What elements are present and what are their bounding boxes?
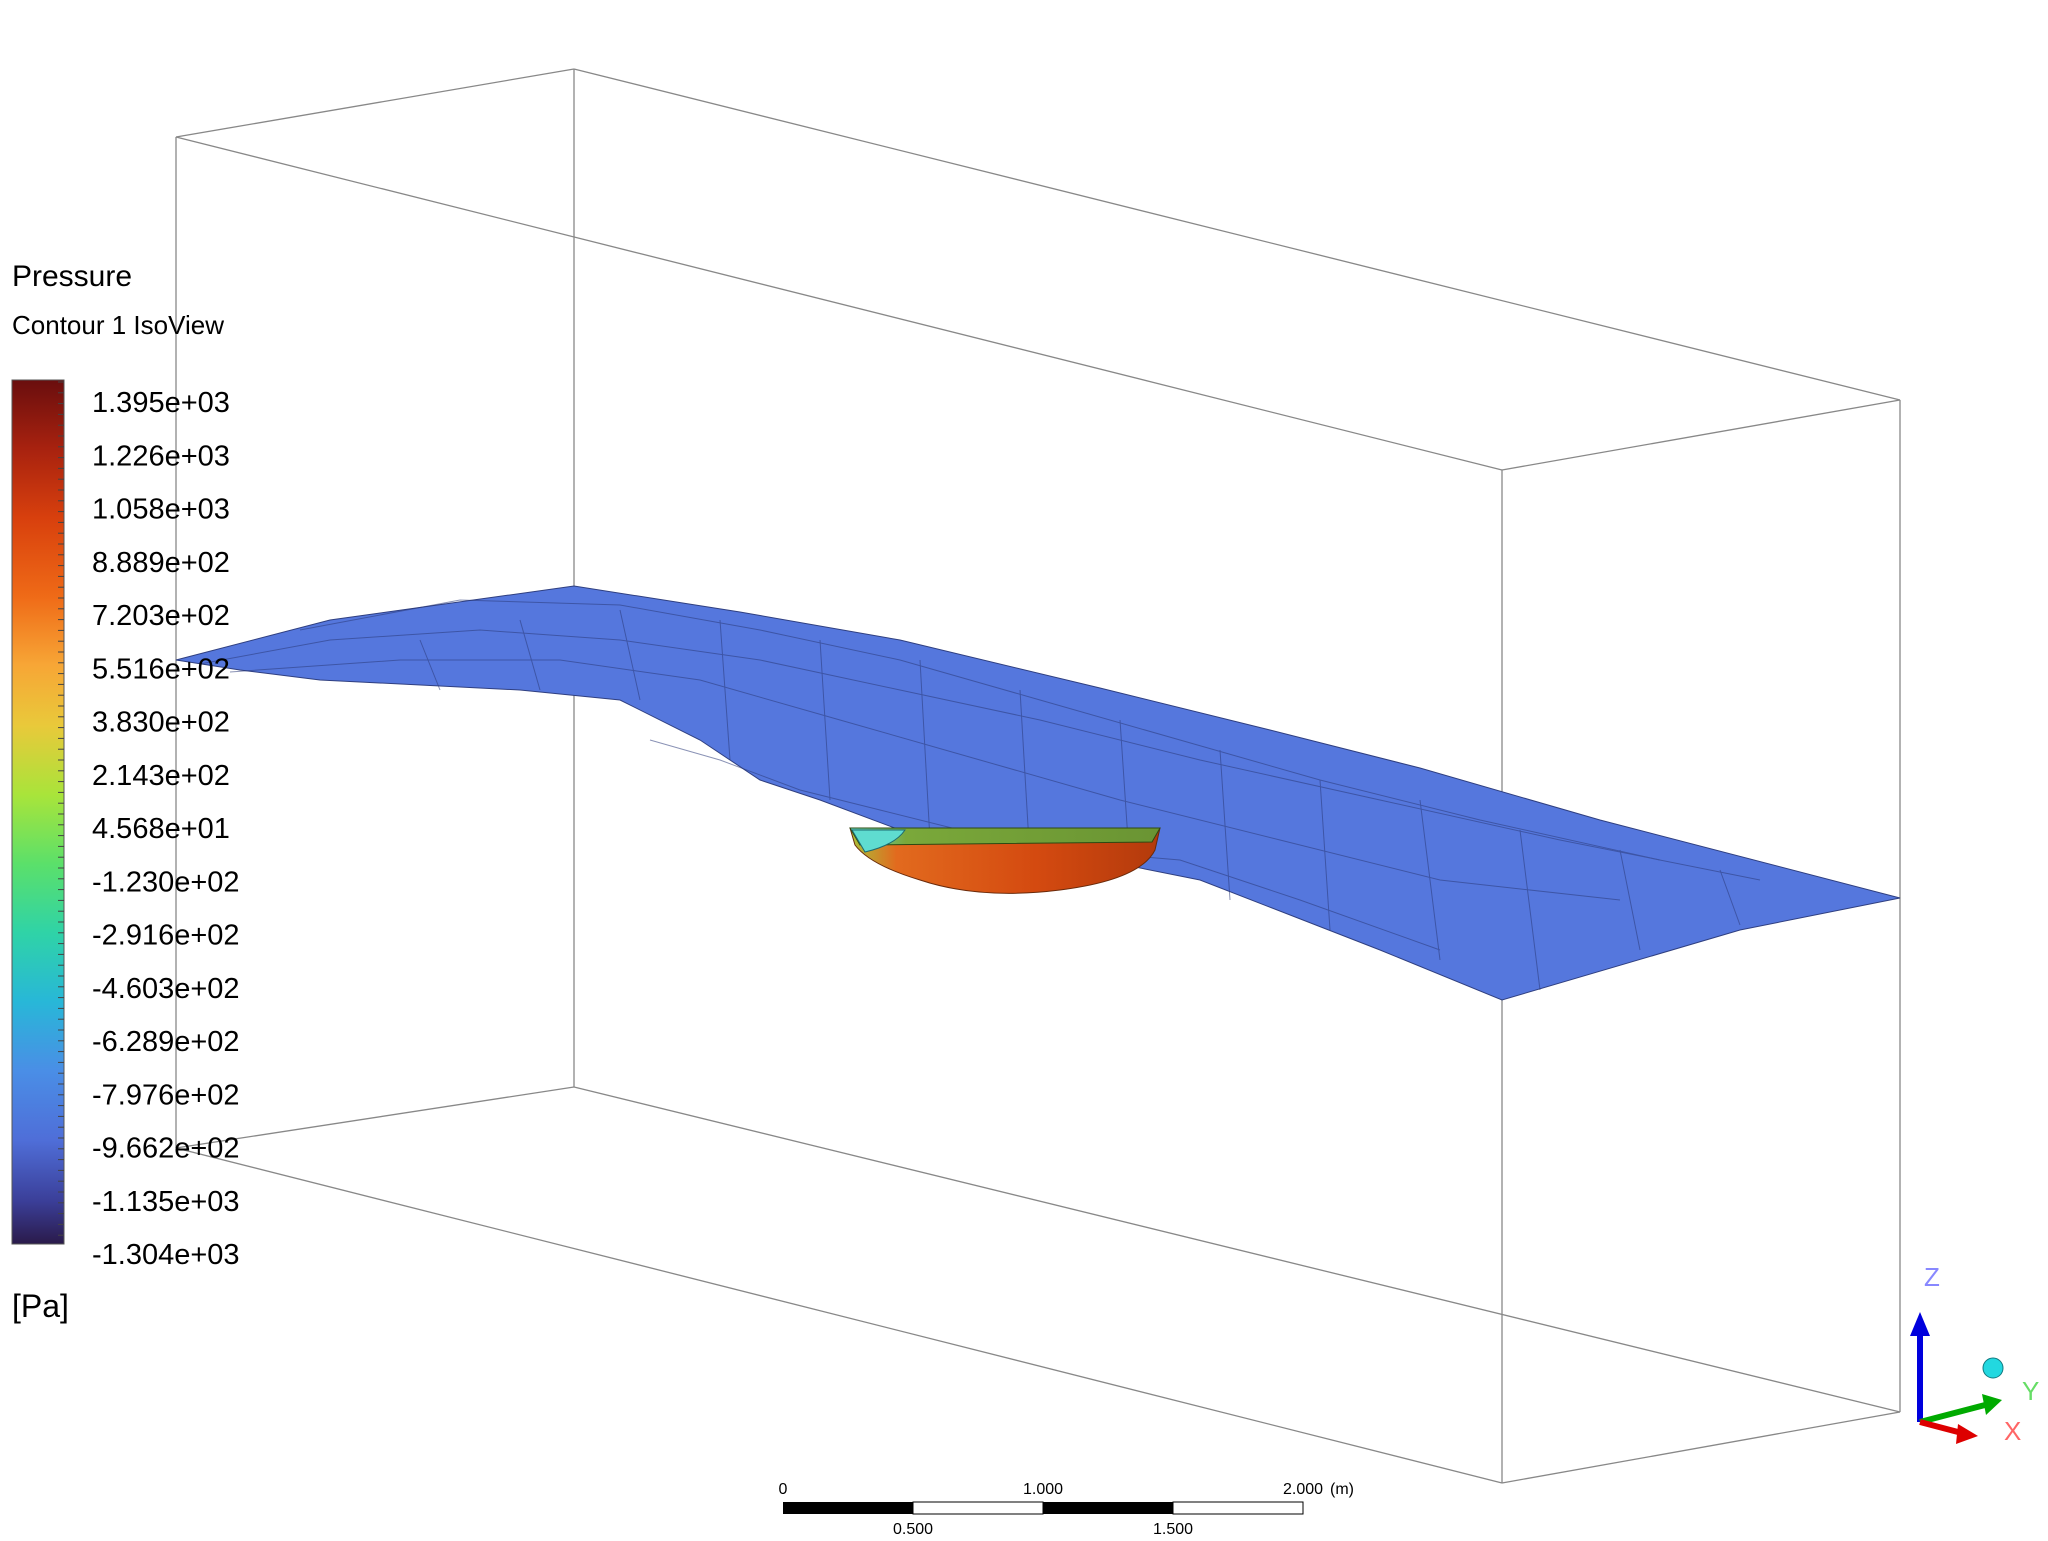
legend-tick-label: -1.135e+03: [92, 1186, 240, 1218]
y-arrow-icon: [1982, 1394, 2002, 1415]
legend-units: [Pa]: [12, 1288, 69, 1324]
legend-tick-label: -1.304e+03: [92, 1239, 240, 1271]
legend-tick-label: -7.976e+02: [92, 1079, 240, 1111]
view-sphere-icon[interactable]: [1982, 1357, 2004, 1379]
domain-bounding-box: [175, 68, 1901, 1484]
hull-body: [849, 827, 1161, 894]
legend-subtitle: Contour 1 IsoView: [12, 310, 224, 340]
scale-label-1-5: 1.500: [1153, 1521, 1193, 1536]
legend-title: Pressure: [12, 260, 133, 293]
scale-bar: 0 1.000 2.000 (m) 0.500 1.500: [779, 1481, 1354, 1538]
x-arrow-icon: [1956, 1424, 1978, 1444]
scale-label-0: 0: [779, 1481, 788, 1498]
legend-tick-label: 1.058e+03: [92, 494, 230, 526]
legend-tick-label: 7.203e+02: [92, 600, 230, 632]
scale-label-0-5: 0.500: [893, 1521, 933, 1536]
legend-tick-label: 1.395e+03: [92, 387, 230, 419]
legend-tick-label: 4.568e+01: [92, 813, 230, 845]
legend-tick-label: -9.662e+02: [92, 1133, 240, 1165]
legend-tick-label: -1.230e+02: [92, 866, 240, 898]
axes-triad[interactable]: Z Y X: [1910, 1262, 2039, 1446]
legend-tick-labels: 1.395e+03 1.226e+03 1.058e+03 8.889e+02 7.20…: [92, 387, 240, 1271]
scale-label-2: 2.000: [1283, 1481, 1323, 1498]
legend-tick-label: 5.516e+02: [92, 653, 230, 685]
legend-tick-label: 8.889e+02: [92, 547, 230, 579]
x-axis-label: X: [2004, 1416, 2021, 1446]
z-arrow-icon: [1910, 1312, 1930, 1336]
legend-tick-label: -6.289e+02: [92, 1026, 240, 1058]
z-axis-label: Z: [1924, 1262, 1940, 1292]
legend-tick-label: -4.603e+02: [92, 973, 240, 1005]
y-axis-label: Y: [2022, 1376, 2039, 1406]
legend-colorbar: [11, 379, 65, 1245]
scale-unit: (m): [1330, 1481, 1354, 1498]
legend-tick-label: -2.916e+02: [92, 920, 240, 952]
scale-label-1: 1.000: [1023, 1481, 1063, 1498]
legend-tick-label: 2.143e+02: [92, 760, 230, 792]
water-free-surface: [175, 585, 1901, 1001]
legend-tick-label: 1.226e+03: [92, 440, 230, 472]
legend-tick-label: 3.830e+02: [92, 707, 230, 739]
